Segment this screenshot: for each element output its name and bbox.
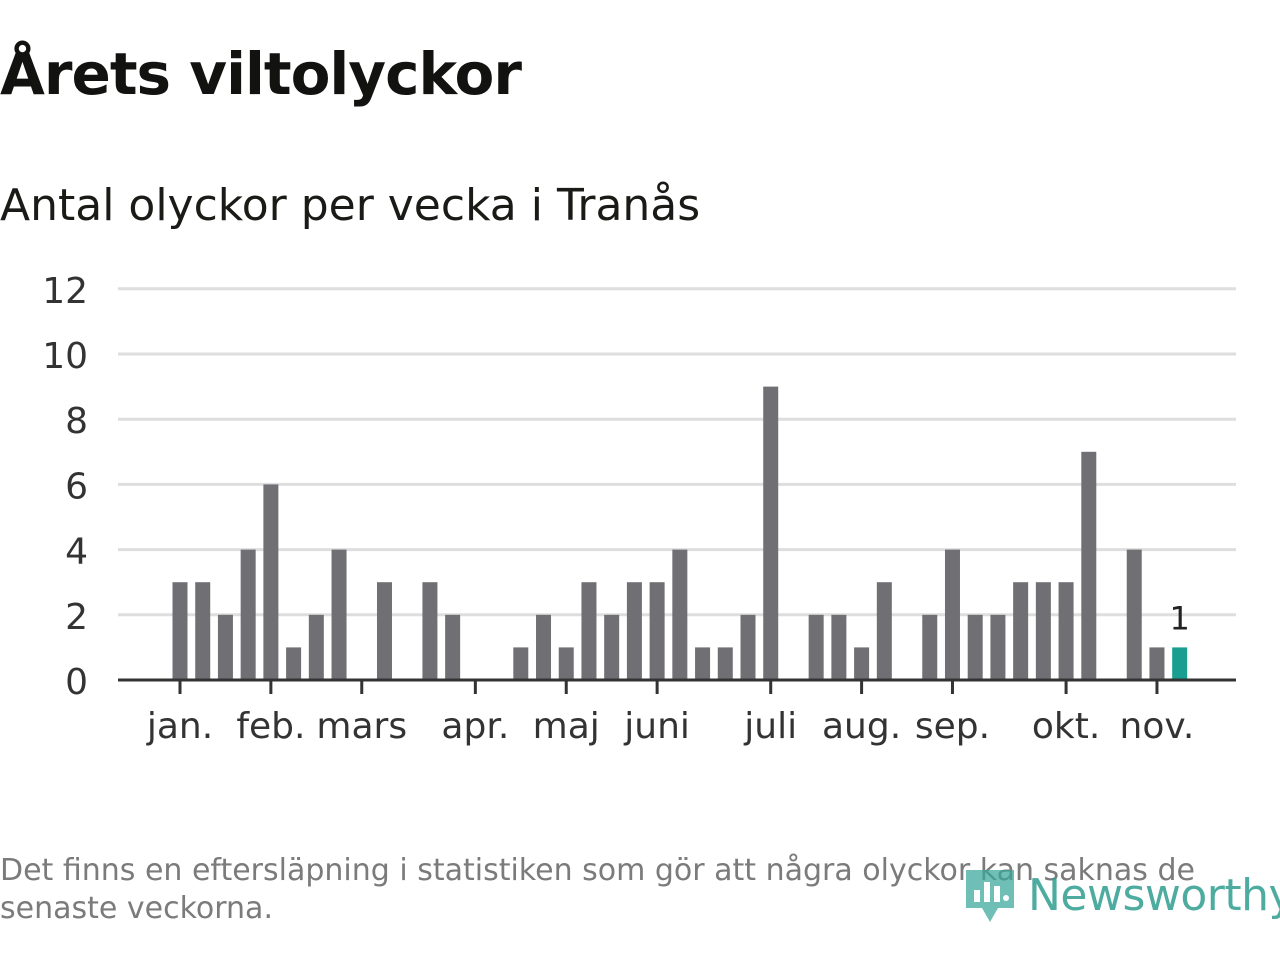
bars (172, 386, 1188, 680)
bar-week-25 (717, 647, 733, 680)
data-label-last-week: 1 (1170, 599, 1190, 637)
x-tick-label-juni: juni (623, 706, 690, 747)
bar-week-37 (990, 614, 1006, 680)
bar-week-13 (445, 614, 461, 680)
x-tick-label-sep.: sep. (915, 706, 990, 747)
x-tick-label-aug.: aug. (822, 706, 901, 747)
newsworthy-logo-icon (966, 870, 1014, 922)
bar-week-36 (967, 614, 983, 680)
chart-title: Årets viltolyckor (0, 40, 522, 108)
x-axis (118, 678, 1236, 694)
x-tick-label-nov.: nov. (1120, 706, 1195, 747)
y-axis-tick-labels: 0 2 4 6 8 10 12 (42, 271, 88, 703)
bar-week-39 (1035, 582, 1051, 680)
bar-week-21 (626, 582, 642, 680)
bar-chart: 0 2 4 6 8 10 12 jan. feb. mars apr. maj juni juli aug… (42, 271, 1236, 747)
bar-week-30 (831, 614, 847, 680)
chart-subtitle: Antal olyckor per vecka i Tranås (0, 180, 701, 231)
bar-week-22 (649, 582, 665, 680)
bar-week-18 (558, 647, 574, 680)
bar-week-12 (422, 582, 438, 680)
bar-week-6 (286, 647, 302, 680)
bar-week-16 (513, 647, 529, 680)
x-tick-label-apr.: apr. (441, 706, 509, 747)
brand-name: Newsworthy (1028, 869, 1280, 921)
bar-week-24 (695, 647, 711, 680)
bar-week-45 (1172, 647, 1188, 680)
annotations: 1 (1170, 599, 1190, 637)
bar-week-35 (944, 549, 960, 680)
bar-week-7 (308, 614, 324, 680)
bar-week-41 (1081, 451, 1097, 680)
bar-week-26 (740, 614, 756, 680)
x-tick-label-feb.: feb. (236, 706, 305, 747)
y-tick-label-12: 12 (42, 271, 88, 312)
y-tick-label-10: 10 (42, 336, 88, 377)
bar-week-20 (604, 614, 620, 680)
bar-week-40 (1058, 582, 1074, 680)
x-tick-label-mars: mars (316, 706, 407, 747)
x-tick-label-juli: juli (743, 706, 797, 747)
bar-week-8 (331, 549, 347, 680)
x-tick-label-maj: maj (533, 706, 600, 747)
bar-week-43 (1126, 549, 1142, 680)
bar-week-27 (763, 386, 779, 680)
y-tick-label-4: 4 (65, 532, 88, 573)
bar-week-32 (876, 582, 892, 680)
bar-week-4 (240, 549, 256, 680)
y-tick-label-6: 6 (65, 466, 88, 507)
bar-week-10 (376, 582, 392, 680)
bar-week-29 (808, 614, 824, 680)
bar-week-34 (922, 614, 938, 680)
bar-week-31 (854, 647, 870, 680)
bar-week-44 (1149, 647, 1165, 680)
x-axis-month-labels: jan. feb. mars apr. maj juni juli aug. sep. okt. n… (146, 706, 1195, 747)
y-tick-label-0: 0 (65, 662, 88, 703)
bar-week-1 (172, 582, 188, 680)
bar-week-17 (536, 614, 552, 680)
bar-week-38 (1013, 582, 1029, 680)
x-tick-label-jan.: jan. (146, 706, 213, 747)
y-tick-label-8: 8 (65, 401, 88, 442)
x-tick-label-okt.: okt. (1032, 706, 1100, 747)
y-tick-label-2: 2 (65, 597, 88, 638)
brand-logo[interactable]: Newsworthy (962, 860, 1280, 930)
bar-week-2 (195, 582, 211, 680)
bar-week-5 (263, 484, 279, 680)
bar-week-3 (217, 614, 233, 680)
bar-week-19 (581, 582, 597, 680)
bar-week-23 (672, 549, 688, 680)
